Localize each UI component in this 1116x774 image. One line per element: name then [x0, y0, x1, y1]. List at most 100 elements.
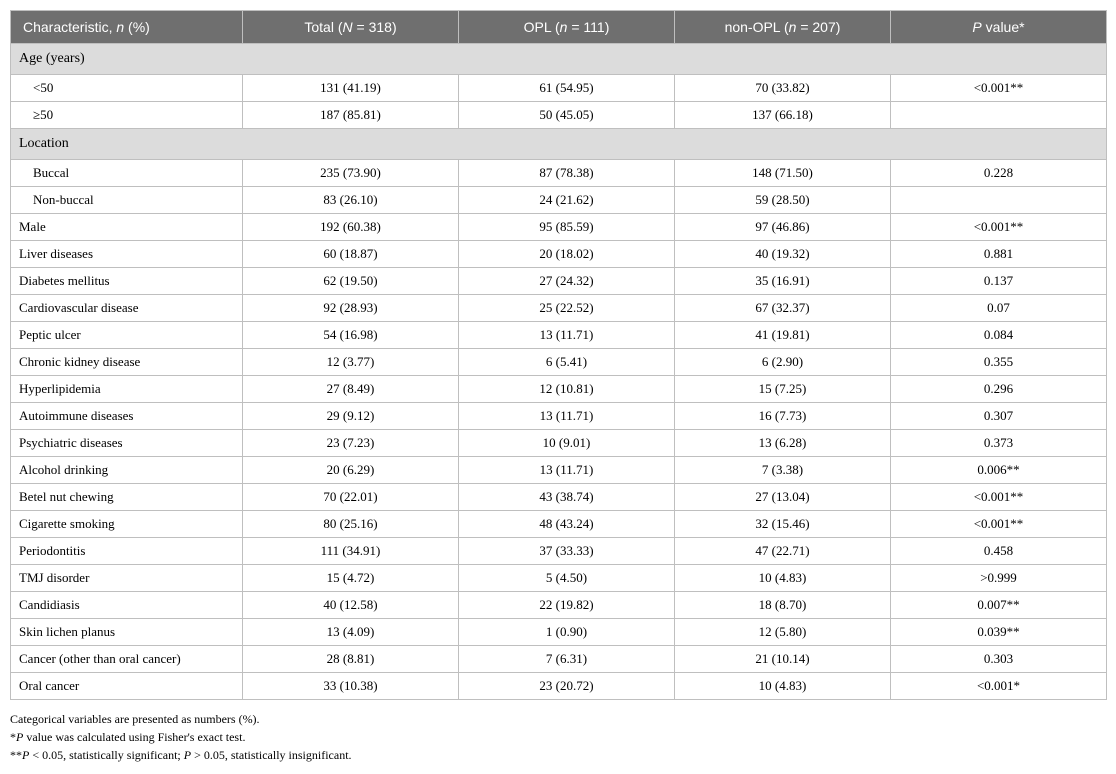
header-row: Characteristic, n (%) Total (N = 318) OP…	[11, 11, 1107, 44]
cell-nonopl: 41 (19.81)	[675, 322, 891, 349]
cell-opl: 50 (45.05)	[459, 102, 675, 129]
section-row: Age (years)	[11, 44, 1107, 75]
header-opl: OPL (n = 111)	[459, 11, 675, 44]
cell-pval: <0.001**	[891, 75, 1107, 102]
cell-nonopl: 21 (10.14)	[675, 646, 891, 673]
cell-opl: 12 (10.81)	[459, 376, 675, 403]
cell-total: 131 (41.19)	[243, 75, 459, 102]
cell-characteristic: Periodontitis	[11, 538, 243, 565]
cell-nonopl: 12 (5.80)	[675, 619, 891, 646]
footnote-line: **P < 0.05, statistically significant; P…	[10, 746, 1106, 764]
cell-opl: 48 (43.24)	[459, 511, 675, 538]
cell-pval: 0.084	[891, 322, 1107, 349]
table-row: Diabetes mellitus62 (19.50)27 (24.32)35 …	[11, 268, 1107, 295]
cell-opl: 13 (11.71)	[459, 322, 675, 349]
header-total: Total (N = 318)	[243, 11, 459, 44]
cell-nonopl: 18 (8.70)	[675, 592, 891, 619]
cell-total: 27 (8.49)	[243, 376, 459, 403]
cell-pval: 0.07	[891, 295, 1107, 322]
cell-characteristic: Liver diseases	[11, 241, 243, 268]
cell-pval: <0.001**	[891, 484, 1107, 511]
characteristics-table: Characteristic, n (%) Total (N = 318) OP…	[10, 10, 1107, 700]
cell-total: 40 (12.58)	[243, 592, 459, 619]
footnotes: Categorical variables are presented as n…	[10, 710, 1106, 764]
cell-total: 33 (10.38)	[243, 673, 459, 700]
cell-characteristic: <50	[11, 75, 243, 102]
cell-pval: 0.458	[891, 538, 1107, 565]
table-row: Non-buccal83 (26.10)24 (21.62)59 (28.50)	[11, 187, 1107, 214]
cell-nonopl: 59 (28.50)	[675, 187, 891, 214]
cell-nonopl: 27 (13.04)	[675, 484, 891, 511]
cell-pval: 0.007**	[891, 592, 1107, 619]
cell-opl: 1 (0.90)	[459, 619, 675, 646]
cell-total: 111 (34.91)	[243, 538, 459, 565]
cell-pval: <0.001**	[891, 214, 1107, 241]
cell-opl: 13 (11.71)	[459, 403, 675, 430]
cell-characteristic: Non-buccal	[11, 187, 243, 214]
section-title: Age (years)	[11, 44, 1107, 75]
table-row: Chronic kidney disease12 (3.77)6 (5.41)6…	[11, 349, 1107, 376]
cell-characteristic: Diabetes mellitus	[11, 268, 243, 295]
table-row: Oral cancer33 (10.38)23 (20.72)10 (4.83)…	[11, 673, 1107, 700]
cell-characteristic: Male	[11, 214, 243, 241]
cell-characteristic: Cardiovascular disease	[11, 295, 243, 322]
cell-nonopl: 10 (4.83)	[675, 565, 891, 592]
cell-total: 29 (9.12)	[243, 403, 459, 430]
footnote-line: Categorical variables are presented as n…	[10, 710, 1106, 728]
cell-pval: 0.228	[891, 160, 1107, 187]
cell-opl: 13 (11.71)	[459, 457, 675, 484]
cell-characteristic: ≥50	[11, 102, 243, 129]
cell-characteristic: Buccal	[11, 160, 243, 187]
cell-total: 15 (4.72)	[243, 565, 459, 592]
cell-nonopl: 47 (22.71)	[675, 538, 891, 565]
cell-nonopl: 148 (71.50)	[675, 160, 891, 187]
cell-nonopl: 137 (66.18)	[675, 102, 891, 129]
cell-total: 60 (18.87)	[243, 241, 459, 268]
cell-characteristic: Autoimmune diseases	[11, 403, 243, 430]
table-row: Male192 (60.38)95 (85.59)97 (46.86)<0.00…	[11, 214, 1107, 241]
cell-pval: 0.137	[891, 268, 1107, 295]
cell-total: 83 (26.10)	[243, 187, 459, 214]
cell-nonopl: 15 (7.25)	[675, 376, 891, 403]
cell-characteristic: Chronic kidney disease	[11, 349, 243, 376]
table-row: Autoimmune diseases29 (9.12)13 (11.71)16…	[11, 403, 1107, 430]
cell-total: 23 (7.23)	[243, 430, 459, 457]
cell-opl: 20 (18.02)	[459, 241, 675, 268]
cell-pval: 0.303	[891, 646, 1107, 673]
cell-opl: 27 (24.32)	[459, 268, 675, 295]
table-row: Alcohol drinking20 (6.29)13 (11.71)7 (3.…	[11, 457, 1107, 484]
cell-nonopl: 32 (15.46)	[675, 511, 891, 538]
cell-opl: 5 (4.50)	[459, 565, 675, 592]
cell-characteristic: Hyperlipidemia	[11, 376, 243, 403]
table-row: ≥50187 (85.81)50 (45.05)137 (66.18)	[11, 102, 1107, 129]
footnote-line: *P value was calculated using Fisher's e…	[10, 728, 1106, 746]
cell-pval: <0.001**	[891, 511, 1107, 538]
cell-characteristic: Betel nut chewing	[11, 484, 243, 511]
cell-pval: >0.999	[891, 565, 1107, 592]
cell-pval: 0.039**	[891, 619, 1107, 646]
cell-opl: 43 (38.74)	[459, 484, 675, 511]
cell-characteristic: Peptic ulcer	[11, 322, 243, 349]
cell-opl: 37 (33.33)	[459, 538, 675, 565]
cell-total: 12 (3.77)	[243, 349, 459, 376]
section-row: Location	[11, 129, 1107, 160]
table-row: Betel nut chewing70 (22.01)43 (38.74)27 …	[11, 484, 1107, 511]
cell-pval: 0.373	[891, 430, 1107, 457]
cell-pval: 0.307	[891, 403, 1107, 430]
cell-nonopl: 67 (32.37)	[675, 295, 891, 322]
cell-characteristic: Psychiatric diseases	[11, 430, 243, 457]
cell-nonopl: 35 (16.91)	[675, 268, 891, 295]
cell-total: 20 (6.29)	[243, 457, 459, 484]
table-row: Candidiasis40 (12.58)22 (19.82)18 (8.70)…	[11, 592, 1107, 619]
table-row: Cardiovascular disease92 (28.93)25 (22.5…	[11, 295, 1107, 322]
cell-nonopl: 10 (4.83)	[675, 673, 891, 700]
table-row: TMJ disorder15 (4.72)5 (4.50)10 (4.83)>0…	[11, 565, 1107, 592]
cell-opl: 95 (85.59)	[459, 214, 675, 241]
cell-opl: 7 (6.31)	[459, 646, 675, 673]
cell-total: 70 (22.01)	[243, 484, 459, 511]
cell-nonopl: 13 (6.28)	[675, 430, 891, 457]
table-row: Hyperlipidemia27 (8.49)12 (10.81)15 (7.2…	[11, 376, 1107, 403]
cell-opl: 10 (9.01)	[459, 430, 675, 457]
cell-total: 28 (8.81)	[243, 646, 459, 673]
cell-nonopl: 16 (7.73)	[675, 403, 891, 430]
